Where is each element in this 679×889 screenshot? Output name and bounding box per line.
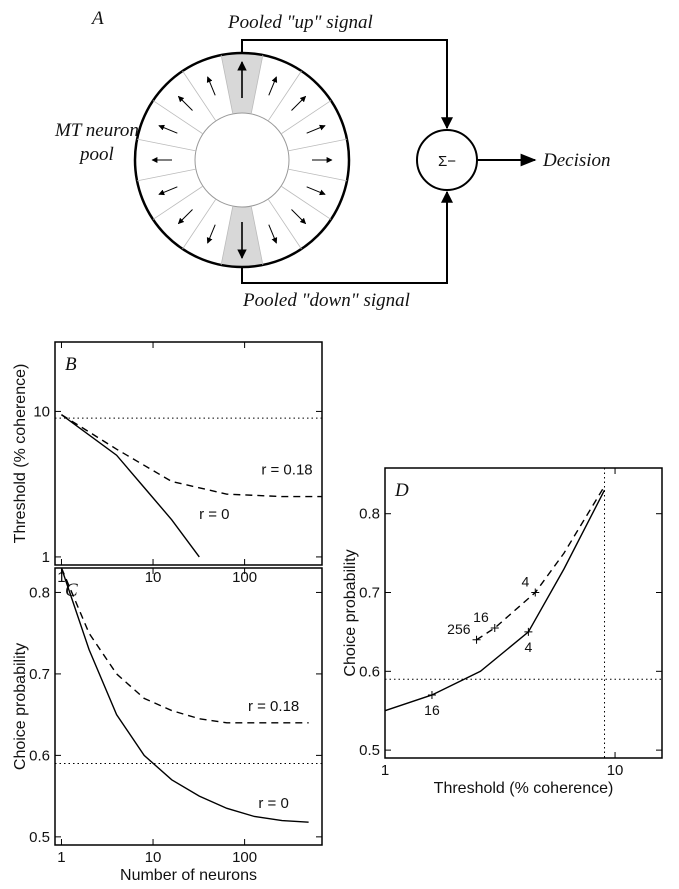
y-tick-label: 0.6 — [29, 747, 50, 764]
x-tick-label: 1 — [57, 849, 65, 866]
series-line — [476, 485, 606, 641]
point-label: 4 — [521, 574, 529, 590]
series-line — [60, 567, 309, 823]
point-label: 16 — [424, 702, 440, 718]
direction-arrow — [268, 76, 278, 96]
series-label: r = 0 — [199, 506, 229, 523]
plot-frame — [54, 341, 323, 566]
sector-divider — [182, 198, 217, 250]
y-axis-label: Choice probability — [12, 643, 29, 770]
sector-divider — [280, 100, 332, 135]
pool-label: pool — [78, 144, 114, 165]
output-label: Decision — [542, 150, 611, 171]
y-tick-label: 10 — [33, 403, 50, 420]
series-label: r = 0.18 — [261, 462, 312, 479]
point-marker — [427, 690, 436, 699]
sector-divider — [136, 168, 196, 182]
y-tick-label: 0.5 — [359, 742, 380, 759]
chart: 1 10 100 1 10 B Threshold (% coherence) r = 0.1… — [12, 341, 323, 586]
x-tick-label: 10 — [145, 569, 162, 586]
pool-inner — [194, 112, 290, 208]
x-tick-label: 10 — [145, 849, 162, 866]
plot-frame — [384, 467, 663, 759]
x-tick-label: 1 — [381, 762, 389, 779]
x-tick-label: 1 — [57, 569, 65, 586]
direction-arrow — [306, 186, 326, 196]
direction-arrow — [268, 224, 278, 244]
panel-label: A — [90, 8, 104, 29]
panel-label: D — [394, 480, 409, 501]
y-tick-label: 0.5 — [29, 829, 50, 846]
y-axis-label: Threshold (% coherence) — [12, 364, 29, 544]
point-marker — [472, 635, 481, 644]
sector-divider — [280, 185, 332, 220]
y-tick-label: 0.6 — [359, 663, 380, 680]
sector-divider — [220, 54, 234, 114]
direction-arrow — [177, 95, 193, 111]
down-connector — [241, 190, 453, 284]
sector-divider — [152, 185, 204, 220]
down-label: Pooled "down" signal — [242, 290, 410, 311]
series-line — [384, 489, 606, 712]
sector-divider — [220, 206, 234, 266]
sum-label: Σ− — [438, 153, 456, 170]
series-label: r = 0.18 — [248, 698, 299, 715]
panel-label: B — [65, 354, 77, 375]
y-tick-label: 0.8 — [359, 506, 380, 523]
pool-outer — [133, 51, 351, 269]
series-line — [61, 414, 322, 498]
chart: 1 10 0.5 0.6 0.7 0.8 D Choice probability Thresh… — [342, 467, 663, 797]
direction-arrow — [177, 209, 193, 225]
point-marker — [490, 623, 499, 632]
x-tick-label: 100 — [232, 569, 257, 586]
sector-divider — [182, 70, 217, 122]
x-tick-label: 100 — [232, 849, 257, 866]
point-label: 16 — [473, 609, 489, 625]
direction-arrow — [158, 186, 178, 196]
direction-arrow — [291, 95, 307, 111]
y-tick-label: 0.7 — [29, 666, 50, 683]
point-label: 256 — [447, 621, 471, 637]
sector-divider — [136, 138, 196, 152]
sector-divider — [267, 70, 302, 122]
x-axis-label: Threshold (% coherence) — [434, 780, 614, 797]
direction-arrow — [158, 124, 178, 134]
point-marker — [524, 627, 533, 636]
sector-divider — [288, 138, 348, 152]
y-tick-label: 0.7 — [359, 585, 380, 602]
x-axis-label: Number of neurons — [120, 867, 257, 884]
y-axis-label: Choice probability — [342, 549, 359, 676]
sector-divider — [267, 198, 302, 250]
direction-arrow — [291, 209, 307, 225]
up-label: Pooled "up" signal — [227, 12, 373, 33]
direction-arrow — [206, 76, 216, 96]
sector-divider — [250, 206, 264, 266]
x-tick-label: 10 — [607, 762, 624, 779]
up-connector — [241, 39, 453, 130]
direction-arrow — [306, 124, 326, 134]
plot-frame — [54, 567, 323, 846]
sector-divider — [250, 54, 264, 114]
y-tick-label: 0.8 — [29, 584, 50, 601]
diagram: A MT neuron pool Pooled "up" signal Pool… — [54, 8, 611, 311]
sector-divider — [152, 100, 204, 135]
direction-arrow — [206, 224, 216, 244]
point-marker — [531, 588, 540, 597]
pool-label: MT neuron — [54, 120, 139, 141]
series-line — [61, 414, 200, 558]
y-tick-label: 1 — [42, 549, 50, 566]
sector-divider — [288, 168, 348, 182]
point-label: 4 — [524, 639, 532, 655]
series-label: r = 0 — [258, 795, 288, 812]
